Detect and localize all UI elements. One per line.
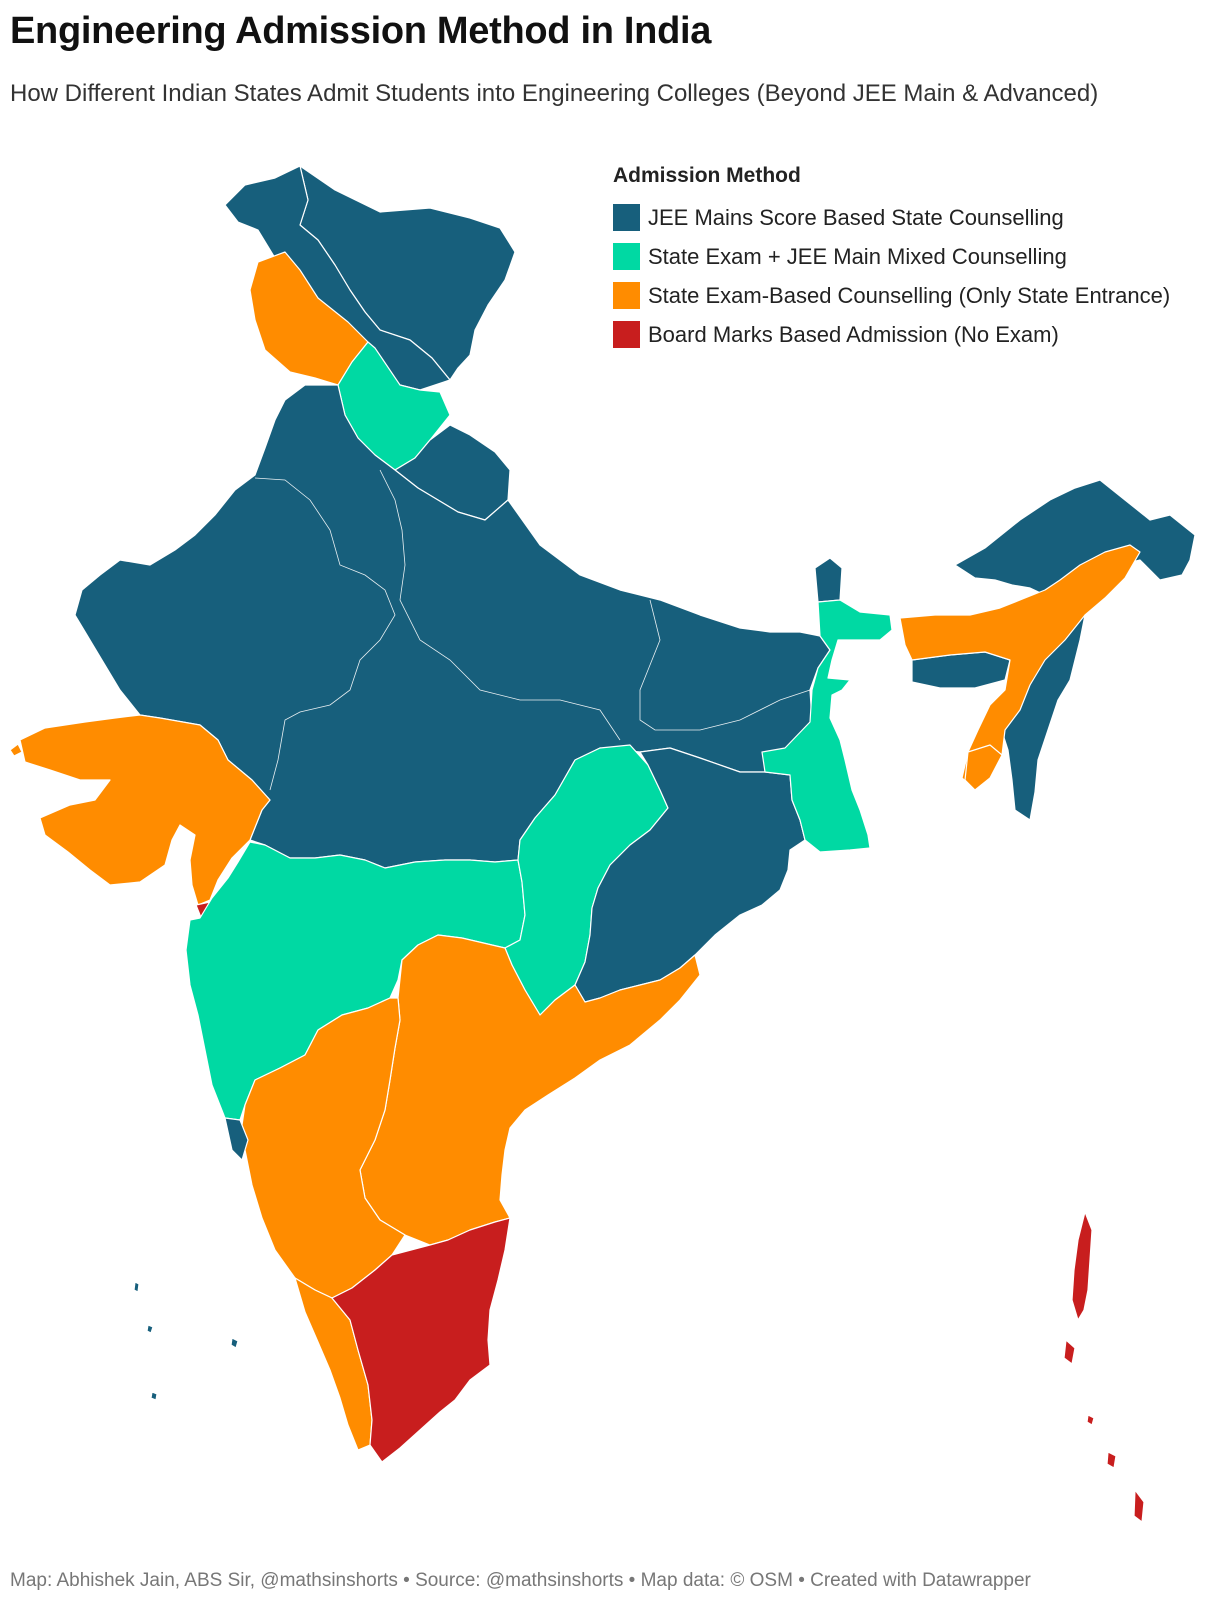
region-car-nicobar[interactable] — [1087, 1415, 1094, 1425]
region-andaman-south[interactable] — [1064, 1340, 1075, 1364]
region-tripura[interactable] — [965, 745, 1002, 790]
india-map — [0, 160, 1220, 1570]
chart-subtitle: How Different Indian States Admit Studen… — [10, 78, 1160, 110]
region-andaman-islands[interactable] — [1072, 1212, 1092, 1320]
region-daman-diu[interactable] — [10, 744, 22, 756]
region-nicobar-islands[interactable] — [1134, 1490, 1144, 1522]
region-lakshadweep-c[interactable] — [231, 1338, 238, 1348]
region-lakshadweep-b[interactable] — [147, 1325, 153, 1333]
region-sikkim[interactable] — [815, 558, 842, 602]
region-lakshadweep-d[interactable] — [151, 1392, 157, 1400]
chart-title: Engineering Admission Method in India — [10, 10, 711, 53]
region-lakshadweep-a[interactable] — [134, 1282, 139, 1292]
region-nicobar-mid[interactable] — [1107, 1452, 1116, 1468]
chart-footer: Map: Abhishek Jain, ABS Sir, @mathsinsho… — [10, 1570, 1031, 1592]
